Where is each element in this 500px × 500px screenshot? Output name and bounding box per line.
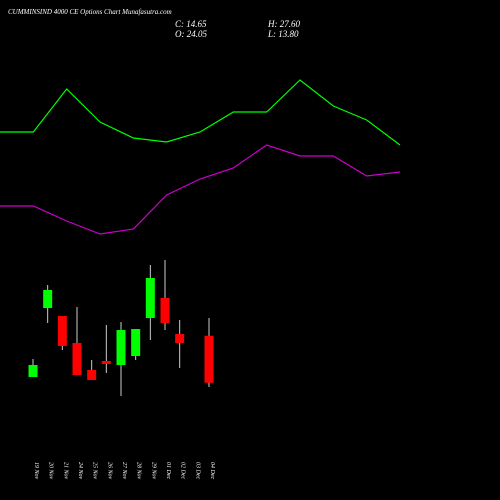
x-tick-label: 28 Nov	[136, 462, 142, 480]
candle-body	[175, 334, 185, 343]
ohlc-low: L: 13.80	[267, 29, 299, 39]
ohlc-close: C: 14.65	[175, 19, 207, 29]
candle-body	[87, 370, 97, 380]
candle-body	[72, 343, 82, 375]
candle-body	[160, 298, 170, 323]
x-tick-label: 29 Nov	[150, 462, 156, 480]
candle-body	[101, 361, 111, 364]
candle-body	[43, 290, 53, 308]
candle-body	[145, 278, 155, 318]
ohlc-high: H: 27.60	[267, 19, 300, 29]
candle-body	[204, 335, 214, 383]
candle-body	[57, 316, 67, 346]
x-tick-label: 25 Nov	[92, 462, 98, 480]
x-tick-label: 26 Nov	[106, 462, 112, 480]
candle-body	[116, 330, 126, 365]
x-tick-label: 02 Dec	[180, 462, 186, 479]
candle-body	[131, 329, 141, 356]
x-tick-label: 24 Nov	[77, 462, 84, 480]
x-tick-label: 03 Dec	[194, 462, 200, 479]
indicator-line	[0, 144, 401, 235]
x-tick-label: 21 Nov	[62, 462, 68, 480]
x-tick-label: 19 Nov	[33, 462, 39, 480]
ohlc-open: O: 24.05	[175, 29, 207, 39]
indicator-line	[0, 79, 401, 146]
x-tick-label: 04 Dec	[209, 462, 216, 479]
chart-title: CUMMINSIND 4000 CE Options Chart Munafas…	[8, 8, 172, 16]
x-tick-label: 20 Nov	[48, 462, 54, 480]
x-tick-label: 27 Nov	[121, 462, 127, 480]
x-tick-label: 01 Dec	[165, 462, 171, 479]
candle-body	[28, 365, 38, 377]
